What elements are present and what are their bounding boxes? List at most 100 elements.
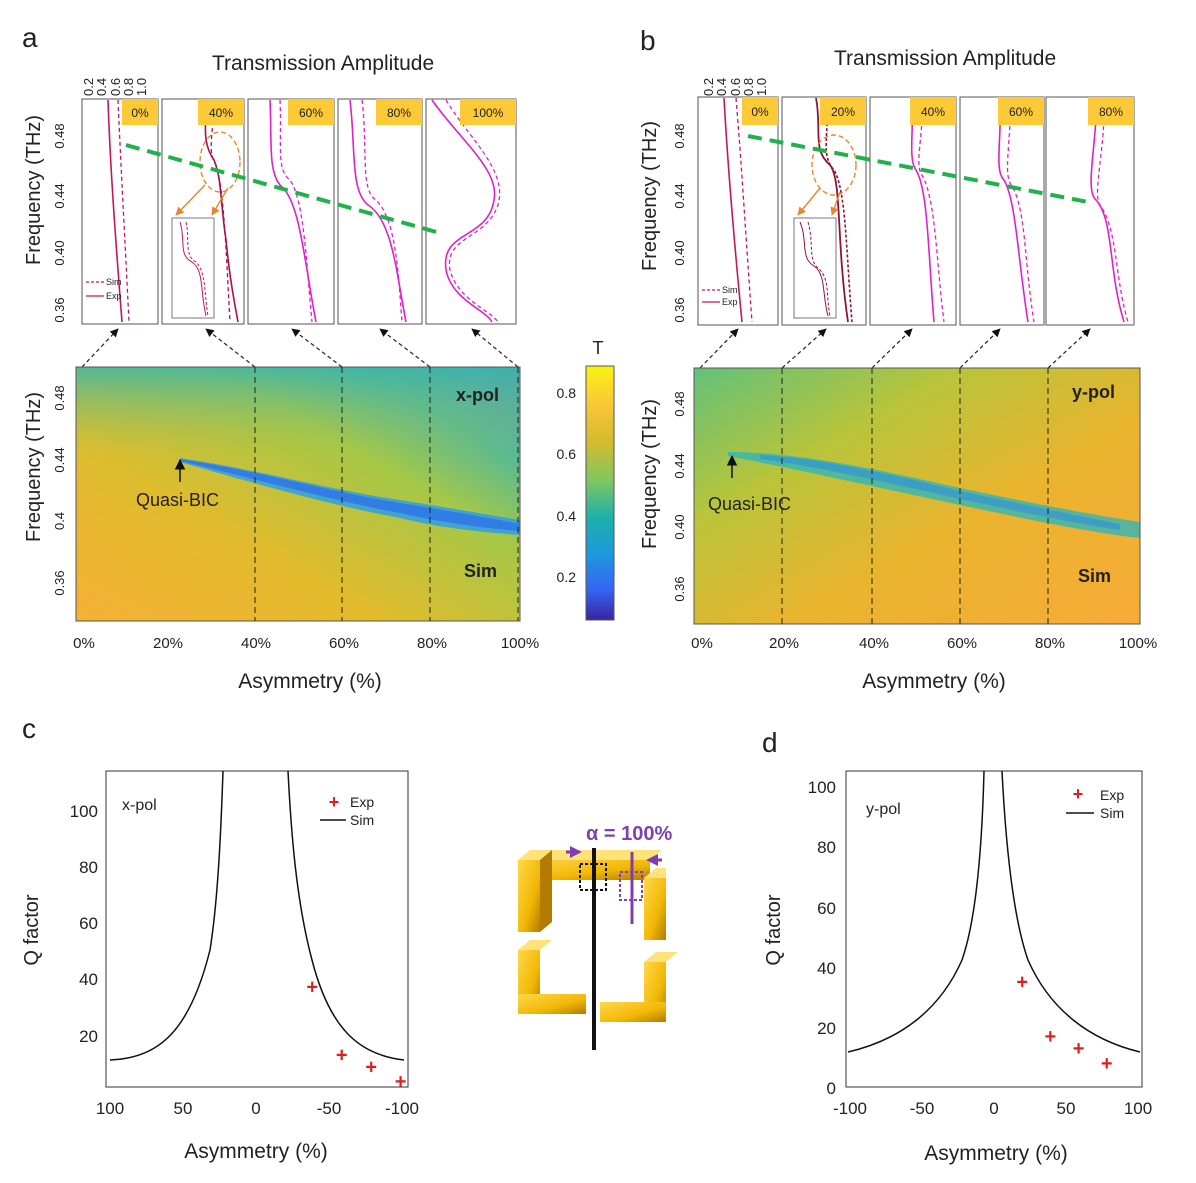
- strip-tick: 1.0: [134, 78, 149, 96]
- ring-right-arm-top: [644, 868, 666, 878]
- connector: [471, 328, 519, 368]
- inset-box: [171, 217, 215, 319]
- sim-curve-right: [1001, 770, 1141, 1053]
- freq-tick: 0.40: [52, 240, 67, 265]
- ring-left-arm-side: [540, 850, 552, 932]
- strip-tick: 0.2: [701, 78, 716, 96]
- strip-badge-label: 0%: [131, 106, 149, 120]
- colorbar-gradient: [585, 365, 615, 621]
- strip-curve-exp: [107, 99, 123, 323]
- ring-br-top: [644, 952, 678, 962]
- exp-point: +: [1045, 1026, 1057, 1048]
- panel-a-x-ticks: 0% 20% 40% 60% 80% 100%: [73, 635, 539, 652]
- strip-badge: [910, 97, 956, 125]
- panel-d-ylabel: Q factor: [763, 894, 785, 965]
- connector: [379, 328, 431, 368]
- ring-left-arm: [518, 860, 540, 932]
- panel-a-xlabel: Asymmetry (%): [238, 670, 382, 693]
- x-tick: 60%: [329, 635, 359, 652]
- x-tick: -50: [317, 1099, 342, 1118]
- zoom-arrow: [830, 191, 841, 216]
- x-tick: -50: [910, 1099, 935, 1118]
- panel-c-xlabel: Asymmetry (%): [184, 1140, 328, 1163]
- panel-c-letter: c: [22, 713, 36, 744]
- panel-b-map-freq-ticks: 0.48 0.44 0.40 0.36: [672, 391, 687, 601]
- panel-a-strip-freq-ticks: 0.48 0.44 0.40 0.36: [52, 123, 67, 322]
- plot-pol: y-pol: [866, 801, 901, 818]
- gap-marker: [579, 863, 607, 891]
- zoom-ellipse: [811, 134, 857, 196]
- colorbar: T 0.8 0.6 0.4 0.2: [557, 338, 615, 621]
- map-freq-tick: 0.48: [52, 385, 67, 410]
- exp-point: +: [365, 1056, 377, 1078]
- x-tick: 100%: [1119, 635, 1157, 652]
- strip-tick: 0.8: [741, 78, 756, 96]
- x-tick: 20%: [153, 635, 183, 652]
- connector: [871, 328, 913, 369]
- inset-box: [793, 217, 837, 319]
- strip-badge-label: 60%: [299, 106, 323, 120]
- connector: [205, 328, 256, 368]
- heatmap-bic: Quasi-BIC: [708, 494, 791, 514]
- panel-d-xlabel: Asymmetry (%): [924, 1142, 1068, 1165]
- heatmap-sim: Sim: [464, 561, 497, 581]
- strip-curve-sim: [361, 99, 403, 323]
- panel-b-strip-ticks: 0.2 0.4 0.6 0.8 1.0: [701, 78, 769, 96]
- strip-tick: 0.4: [94, 78, 109, 96]
- x-tick: 0: [989, 1099, 998, 1118]
- x-tick: 100: [1124, 1099, 1152, 1118]
- x-tick: 60%: [947, 635, 977, 652]
- x-tick: -100: [385, 1099, 419, 1118]
- inset-curve: [185, 221, 209, 317]
- map-freq-tick: 0.36: [672, 576, 687, 601]
- exp-point: +: [395, 1071, 407, 1093]
- panel-a-map-freq-ticks: 0.48 0.44 0.4 0.36: [52, 385, 67, 595]
- strip-curve-exp: [998, 97, 1029, 323]
- strip-badge: [1088, 97, 1134, 125]
- y-tick: 20: [817, 1019, 836, 1038]
- plot-frame: [845, 770, 1143, 1088]
- y-tick: 40: [817, 959, 836, 978]
- freq-tick: 0.36: [52, 297, 67, 322]
- exp-point: +: [1101, 1053, 1113, 1075]
- panel-d-letter: d: [762, 727, 778, 758]
- exp-point: +: [336, 1045, 348, 1067]
- panel-b-xlabel: Asymmetry (%): [862, 670, 1006, 693]
- panel-b-strips: 0% 20% 40% 60% 80% Sim Exp: [697, 96, 1135, 326]
- x-tick: 0%: [691, 635, 713, 652]
- colorbar-tick: 0.4: [557, 508, 577, 524]
- strip-badge: [460, 99, 516, 125]
- connector: [959, 328, 1001, 369]
- strip-tick: 0.2: [81, 78, 96, 96]
- panel-b-map-ylabel: Frequency (THz): [639, 399, 661, 549]
- y-tick: 20: [79, 1027, 98, 1046]
- strip-curve-sim: [825, 97, 853, 323]
- panel-b-title: Transmission Amplitude: [834, 47, 1056, 70]
- panel-c-chart: + + + + x-pol + Exp Sim: [105, 770, 409, 1093]
- strip-tick: 0.8: [121, 78, 136, 96]
- strip-frame: [337, 98, 423, 325]
- x-tick: 0%: [73, 635, 95, 652]
- legend-exp-marker: +: [1073, 784, 1084, 804]
- y-tick: 0: [827, 1079, 836, 1098]
- x-tick: 50: [174, 1099, 193, 1118]
- ring-top-face: [518, 850, 662, 860]
- freq-tick: 0.40: [672, 240, 687, 265]
- plot-frame: [105, 770, 409, 1088]
- freq-tick: 0.36: [672, 297, 687, 322]
- strip-badge-label: 40%: [209, 106, 233, 120]
- legend-exp: Exp: [722, 297, 738, 307]
- strip-curve-sim: [735, 97, 753, 323]
- exp-point: +: [306, 977, 318, 999]
- freq-tick: 0.44: [672, 183, 687, 208]
- panel-a-heatmap: x-pol Sim Quasi-BIC: [75, 366, 521, 622]
- strip-badge: [376, 99, 422, 125]
- y-tick: 80: [79, 858, 98, 877]
- panel-b-strip-freq-ticks: 0.48 0.44 0.40 0.36: [672, 123, 687, 322]
- panel-b-x-ticks: 0% 20% 40% 60% 80% 100%: [691, 635, 1157, 652]
- x-tick: 100: [96, 1099, 124, 1118]
- strip-badge-label: 20%: [831, 105, 855, 119]
- freq-tick: 0.44: [52, 183, 67, 208]
- colorbar-tick: 0.8: [557, 385, 577, 401]
